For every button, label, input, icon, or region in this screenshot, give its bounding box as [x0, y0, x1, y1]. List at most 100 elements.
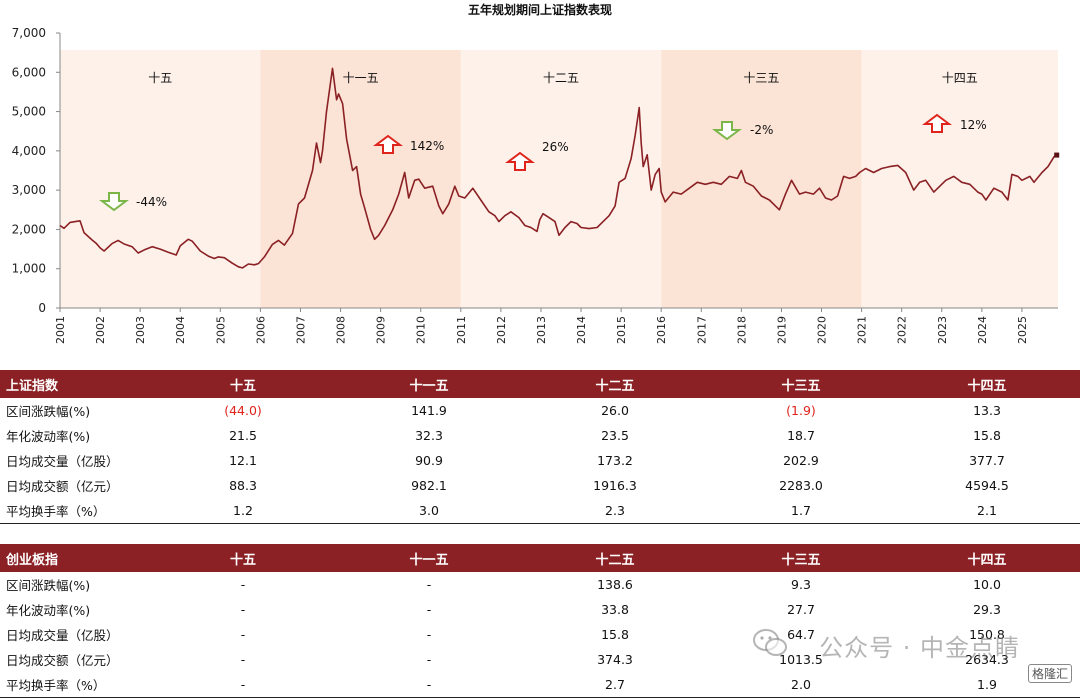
- x-tick-label-15: 2016: [655, 316, 668, 344]
- period-change-label-3: -2%: [750, 123, 773, 137]
- row-label: 年化波动率(%): [6, 603, 91, 618]
- table-cell: 2.7: [522, 672, 708, 698]
- period-band-3: [661, 50, 862, 308]
- table-cell: -: [426, 577, 432, 592]
- table-header-cell: 十三五: [708, 544, 894, 572]
- x-tick-label-1: 2002: [94, 316, 107, 344]
- x-tick-label-20: 2021: [856, 316, 869, 344]
- table-header: 创业板指 十五 十一五 十二五 十三五 十四五: [0, 544, 1080, 572]
- table-cell: 374.3: [597, 652, 633, 667]
- table-row: 日均成交额（亿元） - - 374.3 1013.5 2634.3: [0, 647, 1080, 672]
- table-cell: 88.3: [229, 478, 257, 493]
- table-cell: 29.3: [973, 602, 1001, 617]
- table-cell: 2.3: [522, 498, 708, 524]
- arrow-down-icon: [712, 121, 742, 141]
- table-header-label: 创业板指: [0, 544, 150, 572]
- period-band-0: [60, 50, 261, 308]
- row-label: 日均成交量（亿股）: [6, 628, 119, 643]
- x-tick-label-13: 2014: [575, 316, 588, 344]
- table-header-cell: 十四五: [894, 370, 1080, 398]
- x-tick-label-24: 2025: [1016, 316, 1029, 344]
- table-header-cell: 十二五: [522, 370, 708, 398]
- x-tick-label-14: 2015: [615, 316, 628, 344]
- x-tick-label-8: 2009: [375, 316, 388, 344]
- table-cell: 138.6: [597, 577, 633, 592]
- x-tick-label-17: 2018: [735, 316, 748, 344]
- table-cell: 141.9: [411, 403, 447, 418]
- x-tick-label-10: 2011: [455, 316, 468, 344]
- x-tick-label-18: 2019: [775, 316, 788, 344]
- arrow-up-icon: [373, 134, 403, 154]
- x-tick-label-23: 2024: [976, 316, 989, 344]
- table-cell: 150.8: [969, 627, 1005, 642]
- table-header-cell: 十二五: [522, 544, 708, 572]
- chart-title: 五年规划期间上证指数表现: [468, 2, 612, 17]
- table-cell: 202.9: [783, 453, 819, 468]
- table-cell: 12.1: [229, 453, 257, 468]
- table-cell: -: [336, 672, 522, 698]
- chart: 五年规划期间上证指数表现 0 1,000 2,000 3,000 4,000 5,000 6…: [12, 2, 1060, 344]
- table-cell: 15.8: [601, 627, 629, 642]
- arrow-up-icon: [505, 151, 535, 171]
- table-cell: 32.3: [415, 428, 443, 443]
- x-tick-label-16: 2017: [695, 316, 708, 344]
- table-row: 年化波动率(%) - - 33.8 27.7 29.3: [0, 597, 1080, 622]
- table-cell: -: [240, 602, 246, 617]
- y-tick-label-2: 2,000: [12, 222, 46, 236]
- period-bands: [60, 50, 1058, 308]
- period-band-2: [460, 50, 662, 308]
- table-cell: -: [240, 627, 246, 642]
- table-cell: (1.9): [786, 403, 816, 418]
- table-cell: 377.7: [969, 453, 1005, 468]
- table-row: 日均成交量（亿股） 12.1 90.9 173.2 202.9 377.7: [0, 448, 1080, 473]
- table-row: 年化波动率(%) 21.5 32.3 23.5 18.7 15.8: [0, 423, 1080, 448]
- x-tick-label-19: 2020: [816, 316, 829, 344]
- table-cell: -: [150, 672, 336, 698]
- table-header-label: 上证指数: [0, 370, 150, 398]
- table-cell: 2.1: [894, 498, 1080, 524]
- table-cell: -: [426, 652, 432, 667]
- series-layer: [59, 67, 1060, 269]
- table-cell: 21.5: [229, 428, 257, 443]
- wechat-icon: [753, 629, 787, 656]
- table-cell: -: [426, 602, 432, 617]
- table-cell: 1013.5: [779, 652, 823, 667]
- table-cell: 23.5: [601, 428, 629, 443]
- x-tick-label-12: 2013: [535, 316, 548, 344]
- period-change-label-0: -44%: [136, 195, 167, 209]
- table-header-cell: 十五: [150, 544, 336, 572]
- table-row: 平均换手率（%） - -2.7 2.0 1.9: [0, 672, 1080, 698]
- table-header-cell: 十五: [150, 370, 336, 398]
- table-cell: 4594.5: [965, 478, 1009, 493]
- table-cell: (44.0): [224, 403, 262, 418]
- table-cell: 9.3: [791, 577, 811, 592]
- x-tick-label-11: 2012: [495, 316, 508, 344]
- shanghai-index-table: 上证指数 十五 十一五 十二五 十三五 十四五 区间涨跌幅(%) (44.0) 141.9 26…: [0, 370, 1080, 524]
- table-cell: 64.7: [787, 627, 815, 642]
- table-cell: -: [240, 652, 246, 667]
- table-row: 日均成交量（亿股） - - 15.8 64.7 150.8: [0, 622, 1080, 647]
- x-tick-label-0: 2001: [54, 316, 67, 344]
- table-cell: 1.2: [150, 498, 336, 524]
- table-cell: 982.1: [411, 478, 447, 493]
- row-label: 平均换手率（%）: [0, 498, 150, 524]
- x-tick-label-21: 2022: [896, 316, 909, 344]
- row-label: 区间涨跌幅(%): [6, 404, 91, 419]
- period-change-label-1: 142%: [410, 139, 444, 153]
- table-row: 平均换手率（%） 1.2 3.0 2.3 1.7 2.1: [0, 498, 1080, 524]
- table-cell: 33.8: [601, 602, 629, 617]
- period-change-label-2: 26%: [542, 140, 569, 154]
- table-cell: 90.9: [415, 453, 443, 468]
- x-tick-label-2: 2003: [134, 316, 147, 344]
- period-change-label-4: 12%: [960, 118, 987, 132]
- table-cell: 2634.3: [965, 652, 1009, 667]
- table-row: 区间涨跌幅(%) (44.0) 141.9 26.0 (1.9) 13.3: [0, 398, 1080, 423]
- row-label: 平均换手率（%）: [0, 672, 150, 698]
- y-tick-label-3: 3,000: [12, 183, 46, 197]
- period-name-1: 十一五: [343, 71, 379, 85]
- table-cell: 1916.3: [593, 478, 637, 493]
- row-label: 日均成交额（亿元）: [6, 653, 119, 668]
- table-cell: 3.0: [336, 498, 522, 524]
- table-header-cell: 十四五: [894, 544, 1080, 572]
- chinext-index-table: 创业板指 十五 十一五 十二五 十三五 十四五 区间涨跌幅(%) - -138.6 9.3 10.…: [0, 544, 1080, 698]
